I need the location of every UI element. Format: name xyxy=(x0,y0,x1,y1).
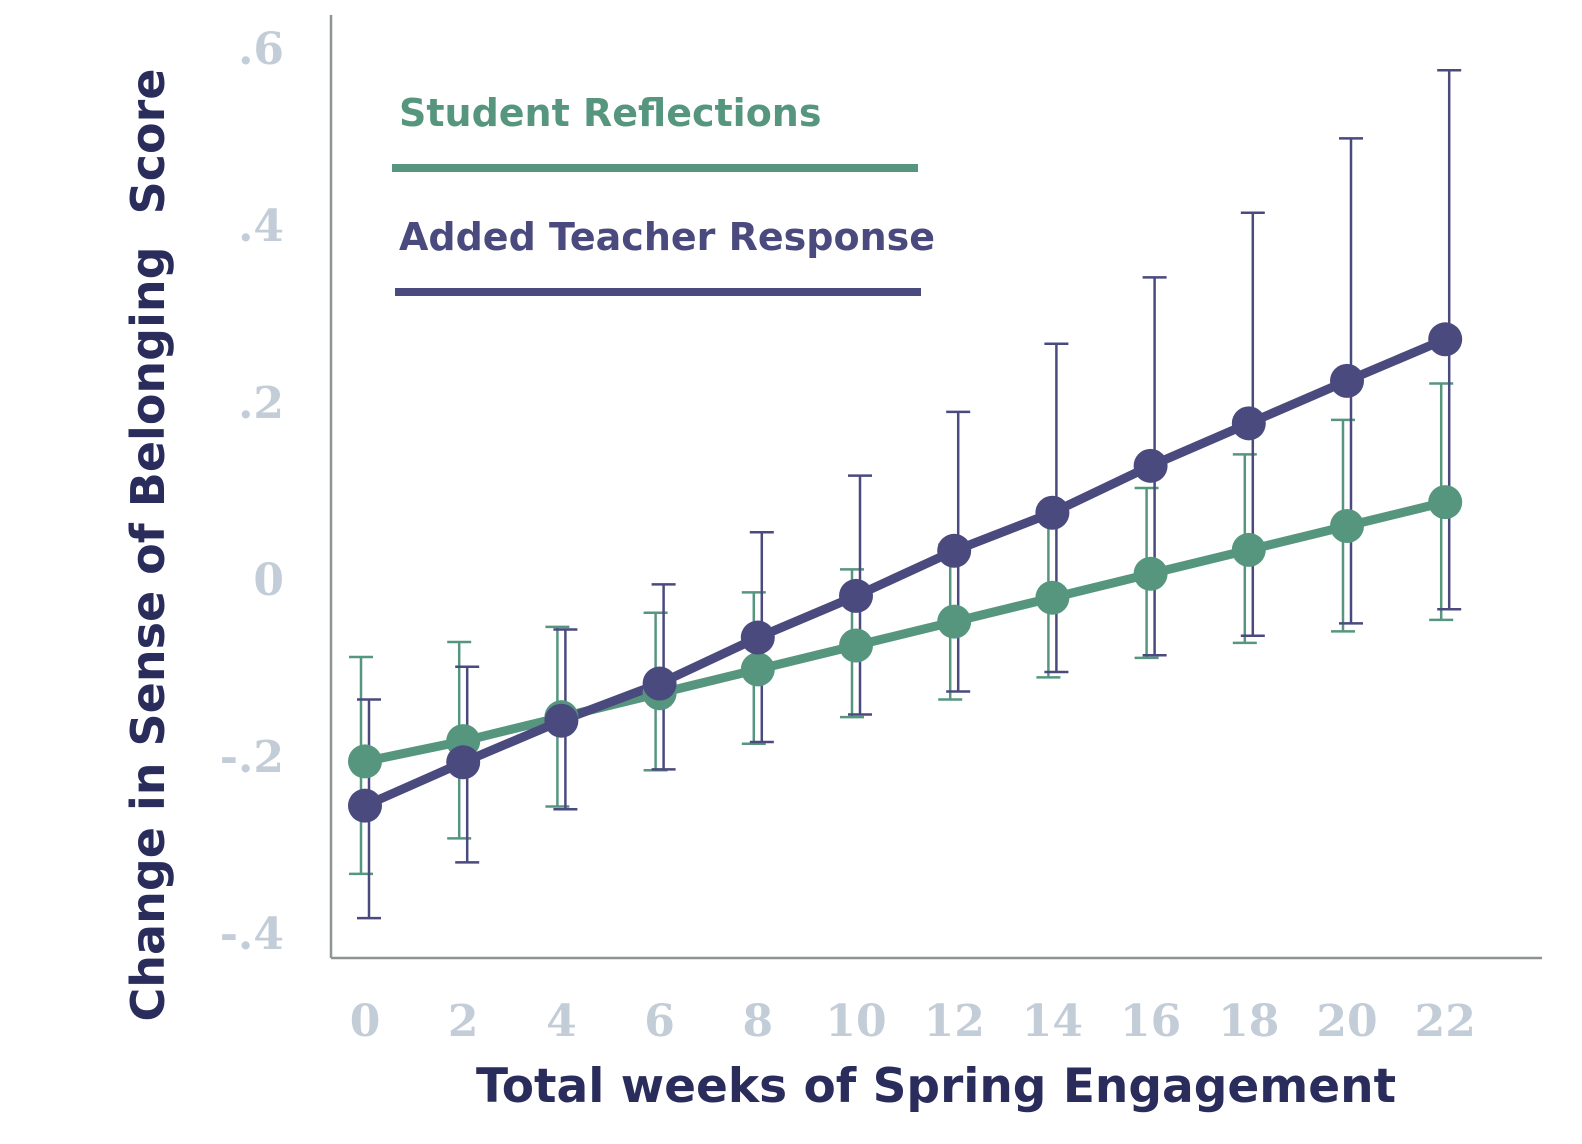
x-tick-label: 4 xyxy=(546,996,577,1047)
added-teacher-response-point xyxy=(1035,495,1070,530)
x-axis-title: Total weeks of Spring Engagement xyxy=(476,1059,1396,1114)
x-tick-label: 20 xyxy=(1316,996,1377,1047)
added-teacher-response-point xyxy=(642,666,677,701)
y-tick-label: 0 xyxy=(253,555,284,606)
added-teacher-response-line xyxy=(360,334,1450,811)
legend: Student Reflections Added Teacher Respons… xyxy=(392,91,935,296)
y-tick-labels: -.4 -.2 0 .2 .4 .6 xyxy=(220,24,284,960)
x-tick-label: 22 xyxy=(1415,996,1476,1047)
student-reflections-point xyxy=(740,652,775,687)
x-tick-label: 6 xyxy=(644,996,675,1047)
legend-item-added-teacher-response: Added Teacher Response xyxy=(395,215,935,296)
y-tick-label: .2 xyxy=(238,378,284,429)
y-tick-label: .4 xyxy=(238,201,284,252)
y-tick-label: .6 xyxy=(238,24,284,75)
added-teacher-response-point xyxy=(348,788,382,823)
legend-label: Student Reflections xyxy=(399,91,821,135)
axes xyxy=(329,15,1542,960)
added-teacher-response-point xyxy=(937,533,972,568)
added-teacher-response-point xyxy=(1133,448,1168,483)
student-reflections-point xyxy=(937,604,972,639)
added-teacher-response-point xyxy=(544,703,579,738)
x-tick-label: 2 xyxy=(448,996,479,1047)
y-axis-title: Change in Sense of Belonging Score xyxy=(121,69,175,1022)
student-reflections-point xyxy=(1133,556,1168,591)
x-tick-labels: 0 2 4 6 8 10 12 14 16 18 20 22 xyxy=(350,996,1476,1047)
series-lines xyxy=(360,334,1450,811)
error-bars xyxy=(349,68,1462,920)
added-teacher-response-point xyxy=(740,620,775,655)
legend-item-student-reflections: Student Reflections xyxy=(392,91,918,172)
added-teacher-response-point xyxy=(1231,406,1266,441)
added-teacher-response-point xyxy=(446,745,481,780)
x-tick-label: 8 xyxy=(742,996,773,1047)
x-tick-label: 18 xyxy=(1218,996,1279,1047)
student-reflections-line xyxy=(360,497,1450,766)
student-reflections-point xyxy=(1231,532,1266,567)
added-teacher-response-point xyxy=(839,578,873,613)
student-reflections-point xyxy=(839,628,873,663)
x-tick-label: 10 xyxy=(825,996,886,1047)
x-tick-label: 0 xyxy=(350,996,381,1047)
x-tick-label: 16 xyxy=(1120,996,1181,1047)
data-points xyxy=(348,322,1463,823)
student-reflections-point xyxy=(1035,580,1070,615)
added-teacher-response-point xyxy=(1330,363,1364,398)
x-tick-label: 12 xyxy=(924,996,985,1047)
student-reflections-point xyxy=(1330,509,1364,544)
y-tick-label: -.4 xyxy=(220,909,284,960)
added-teacher-response-point xyxy=(1428,322,1463,357)
student-reflections-point xyxy=(348,744,382,779)
x-tick-label: 14 xyxy=(1022,996,1083,1047)
legend-label: Added Teacher Response xyxy=(399,215,935,259)
y-tick-label: -.2 xyxy=(220,732,284,783)
student-reflections-point xyxy=(1428,485,1463,520)
